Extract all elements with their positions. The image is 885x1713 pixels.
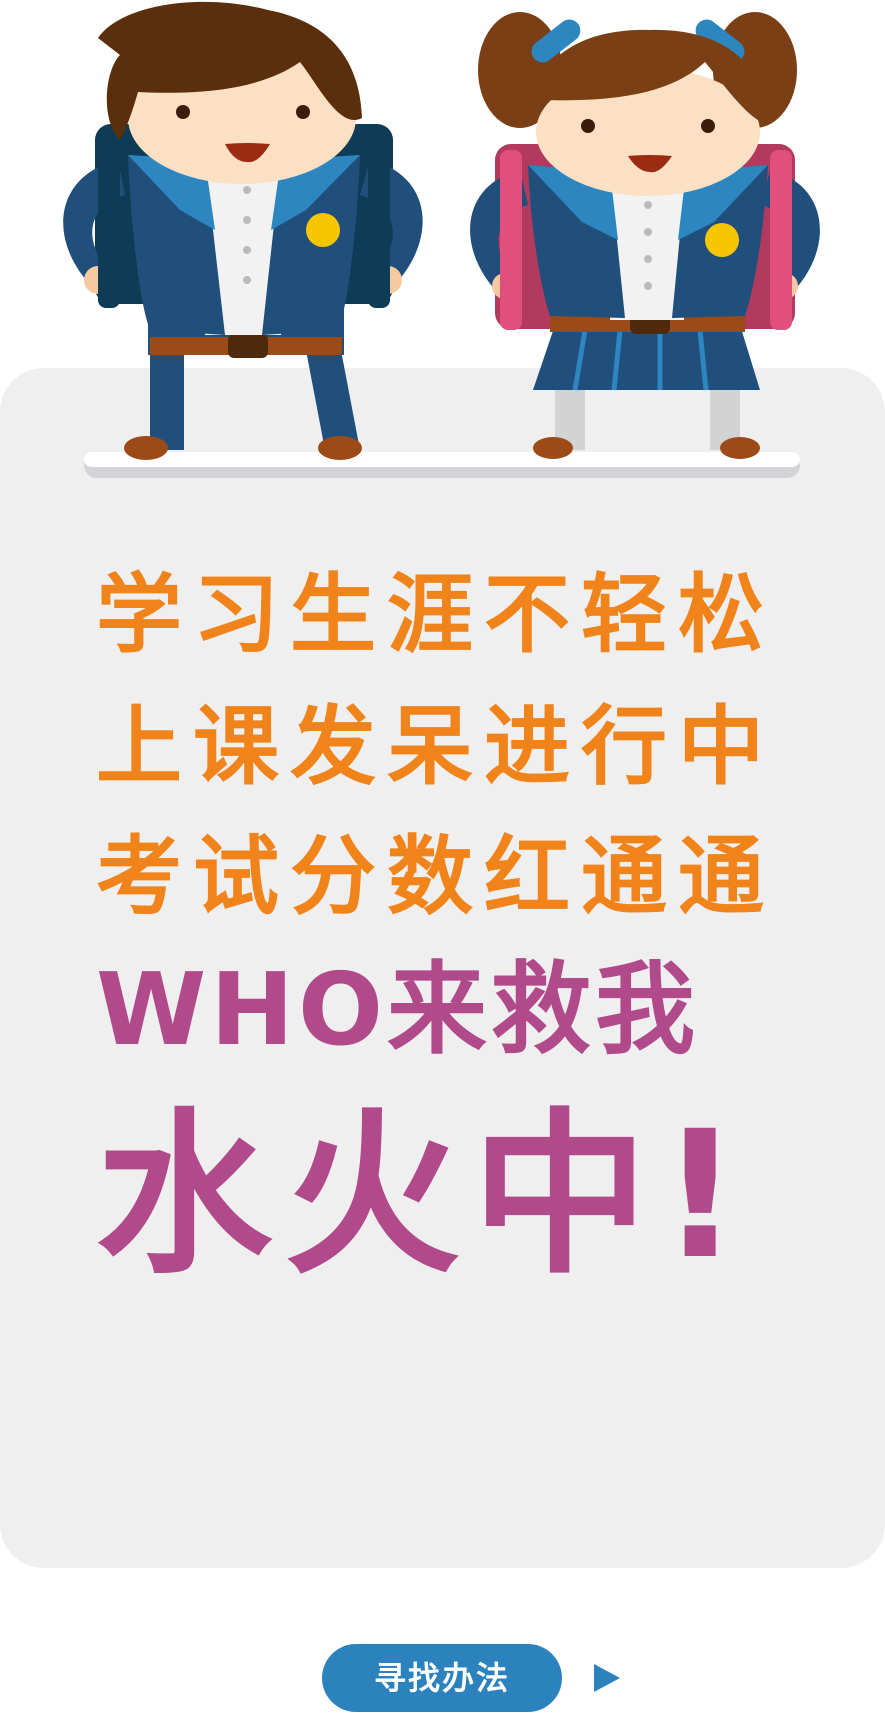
boy-student-icon <box>63 1 423 460</box>
headline-line-4: WHO来救我 <box>96 951 700 1068</box>
headline: 学习生涯不轻松 上课发呆进行中 考试分数红通通 WHO来救我 水火中! <box>96 572 796 1298</box>
content-card <box>0 368 885 1568</box>
headline-line-5: 水火中! <box>96 1093 753 1298</box>
find-solution-button[interactable]: 寻找办法 <box>322 1644 562 1712</box>
headline-line-2: 上课发呆进行中 <box>96 697 775 797</box>
play-arrow-icon[interactable] <box>594 1664 620 1692</box>
headline-line-1: 学习生涯不轻松 <box>96 565 775 665</box>
girl-student-icon <box>470 12 820 459</box>
shelf <box>84 452 800 467</box>
headline-line-3: 考试分数红通通 <box>96 827 775 927</box>
boy-and-girl-students-icon <box>63 1 820 460</box>
